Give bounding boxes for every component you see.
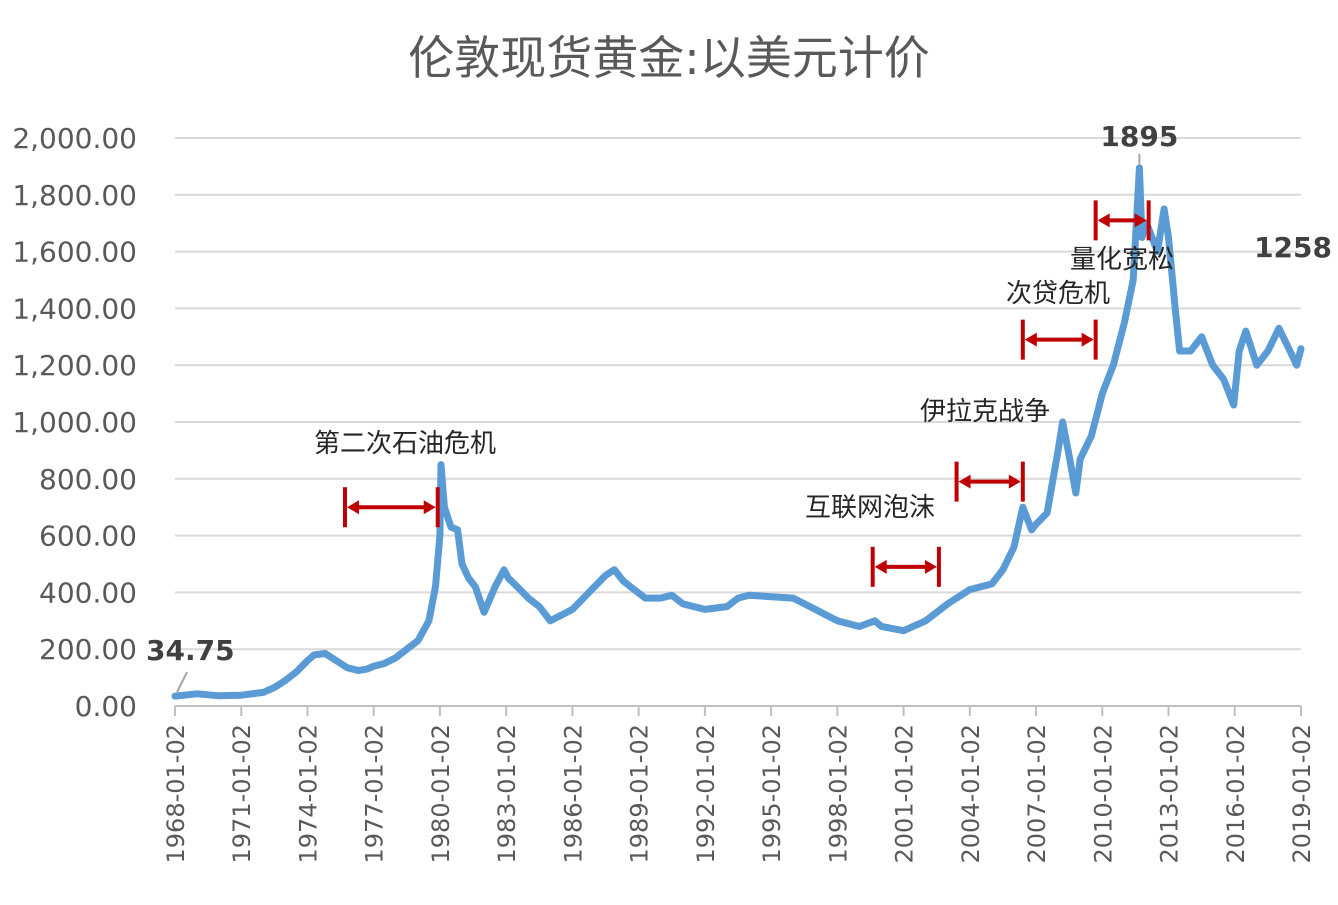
x-tick-label: 2010-01-02 <box>1089 724 1117 863</box>
y-tick-label: 2,000.00 <box>12 122 137 155</box>
x-tick-label: 2013-01-02 <box>1156 724 1184 863</box>
x-tick-label: 1995-01-02 <box>758 724 786 863</box>
y-tick-label: 400.00 <box>39 576 137 609</box>
price-line <box>171 164 1305 700</box>
event-arrowhead-right <box>1008 474 1021 489</box>
y-tick-label: 0.00 <box>75 690 137 723</box>
y-tick-label: 1,200.00 <box>12 349 137 382</box>
chart-title: 伦敦现货黄金:以美元计价 <box>408 31 930 85</box>
event-label: 第二次石油危机 <box>314 429 496 459</box>
series-layer <box>171 164 1305 700</box>
y-tick-label: 1,400.00 <box>12 292 137 325</box>
end-value-label: 1258 <box>1254 231 1332 264</box>
x-tick-label: 1971-01-02 <box>228 724 256 863</box>
x-tick-label: 1998-01-02 <box>824 724 852 863</box>
gridlines <box>175 137 1301 651</box>
x-tick-label: 1983-01-02 <box>493 724 521 863</box>
event-arrowhead-right <box>423 500 436 515</box>
event-arrowhead-right <box>924 559 937 574</box>
event-label: 互联网泡沫 <box>805 493 935 523</box>
event-arrowhead-right <box>1081 332 1094 347</box>
x-tick-label: 1977-01-02 <box>361 724 389 863</box>
x-tick-label: 1989-01-02 <box>626 724 654 863</box>
y-tick-label: 800.00 <box>39 463 137 496</box>
y-tick-label: 200.00 <box>39 633 137 666</box>
x-tick-label: 1968-01-02 <box>162 724 190 863</box>
event-arrowhead-left <box>958 474 971 489</box>
axes: 0.00 200.00 400.00 600.00 800.00 1,000.00 1,20… <box>12 122 1316 863</box>
x-tick-label: 2004-01-02 <box>957 724 985 863</box>
x-tick-label: 1992-01-02 <box>692 724 720 863</box>
y-tick-label: 1,000.00 <box>12 406 137 439</box>
event-arrowhead-right <box>1134 213 1147 228</box>
event-arrowhead-left <box>1097 213 1110 228</box>
event-label: 次贷危机 <box>1006 279 1110 309</box>
x-tick-label: 2001-01-02 <box>891 724 919 863</box>
x-tick-label: 2019-01-02 <box>1288 724 1316 863</box>
event-arrowhead-left <box>347 500 360 515</box>
x-tick-label: 2007-01-02 <box>1023 724 1051 863</box>
event-arrowhead-left <box>1024 332 1037 347</box>
event-label: 伊拉克战争 <box>920 397 1050 427</box>
start-value-label: 34.75 <box>146 634 235 667</box>
y-tick-label: 1,800.00 <box>12 179 137 212</box>
event-label: 量化宽松 <box>1070 245 1174 275</box>
peak-value-label: 1895 <box>1100 120 1178 153</box>
y-tick-label: 1,600.00 <box>12 236 137 269</box>
x-tick-label: 1986-01-02 <box>559 724 587 863</box>
x-tick-label: 1974-01-02 <box>294 724 322 863</box>
event-arrowhead-left <box>874 559 887 574</box>
x-tick-label: 2016-01-02 <box>1222 724 1250 863</box>
y-tick-label: 600.00 <box>39 520 137 553</box>
x-tick-label: 1980-01-02 <box>427 724 455 863</box>
start-leader-line <box>176 671 188 693</box>
